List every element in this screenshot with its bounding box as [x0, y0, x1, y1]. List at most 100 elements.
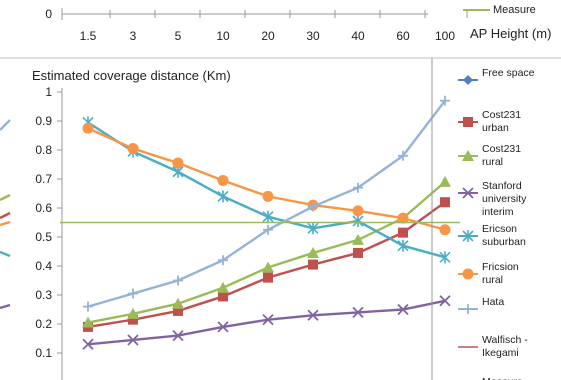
y-tick-label: 0.2 — [35, 317, 52, 331]
data-point — [440, 197, 450, 208]
data-point — [308, 259, 318, 270]
top-strip-zero-label: 0 — [45, 7, 52, 21]
data-point — [173, 275, 183, 286]
data-point — [82, 122, 94, 134]
data-point — [307, 222, 319, 235]
y-tick-label: 0.4 — [35, 259, 52, 273]
top-strip-tick-label: 20 — [261, 29, 275, 43]
top-strip-axis-title: AP Height (m) — [470, 26, 551, 41]
data-point — [439, 224, 451, 236]
data-point — [262, 261, 274, 273]
legend-label-line: interim — [482, 206, 514, 218]
data-point — [263, 272, 273, 283]
clipped-line-fragment — [0, 220, 11, 227]
y-tick-label: 0.7 — [35, 172, 52, 186]
legend-label-line: urban — [482, 122, 509, 134]
legend-item-measure-clipped: Measure — [482, 376, 523, 380]
data-point — [439, 175, 451, 187]
legend-label: Stanford university interim — [482, 180, 527, 218]
legend-label: Measure — [482, 376, 523, 380]
data-point — [127, 307, 139, 319]
series-ericson-suburban — [82, 116, 451, 264]
legend-label: Fricsion rural — [482, 261, 519, 286]
data-point — [262, 210, 274, 223]
y-tick-label: 0.8 — [35, 143, 52, 157]
legend-item: Cost231 rural — [458, 143, 521, 168]
data-point — [352, 306, 364, 319]
data-point — [352, 205, 364, 217]
legend-item: Stanford university interim — [458, 180, 527, 218]
legend-label-line: Cost231 — [482, 109, 521, 121]
top-strip-tick-label: 60 — [396, 29, 410, 43]
data-point — [83, 301, 93, 312]
data-point — [397, 303, 409, 316]
top-strip-tick-label: 40 — [351, 29, 365, 43]
series-hata — [83, 95, 450, 312]
top-strip: 0 1.5 3 5 10 20 30 40 60 100 AP Height (m) Measu… — [0, 4, 561, 59]
series-layer — [0, 95, 460, 350]
data-point — [439, 295, 451, 307]
data-point — [217, 174, 229, 186]
data-point — [463, 75, 473, 85]
legend-label-line: Free space — [482, 67, 535, 79]
data-point — [128, 288, 138, 299]
legend-label: Cost231 urban — [482, 109, 521, 134]
legend-label-line: Hata — [482, 296, 504, 308]
series-line — [87, 180, 446, 324]
top-strip-ticks: 1.5 3 5 10 20 30 40 60 100 — [80, 10, 468, 43]
data-point — [353, 182, 363, 193]
data-point — [218, 255, 228, 266]
legend-label-line: rural — [482, 156, 503, 168]
legend-item: Ericson suburban — [458, 223, 526, 248]
legend-label: Ericson suburban — [482, 223, 526, 248]
data-point — [439, 251, 451, 264]
top-strip-tick-label: 1.5 — [80, 29, 97, 43]
data-point — [307, 246, 319, 258]
clipped-line-fragment — [0, 250, 11, 258]
legend-label-line: suburban — [482, 236, 526, 248]
data-point — [440, 95, 450, 106]
data-point — [263, 224, 273, 235]
legend-label: Walfisch -Ikegami — [482, 334, 528, 359]
data-point — [172, 157, 184, 169]
clipped-line-fragment — [0, 303, 11, 310]
data-point — [127, 143, 139, 155]
legend-label: Cost231 rural — [482, 143, 521, 168]
y-tick-label: 1 — [45, 85, 52, 99]
legend-label-line: university — [482, 193, 527, 205]
clipped-line-fragment — [0, 193, 11, 202]
y-axis: 1 0.9 0.8 0.7 0.6 0.5 0.4 0.3 0.2 0.1 — [35, 85, 63, 380]
top-strip-tick-label: 100 — [435, 29, 455, 43]
data-point — [463, 117, 473, 127]
series-line — [87, 299, 446, 346]
y-tick-label: 0.3 — [35, 288, 52, 302]
data-point — [462, 230, 474, 242]
y-tick-label: 0.5 — [35, 230, 52, 244]
data-point — [462, 150, 474, 161]
legend-label-line: Ikegami — [482, 347, 519, 359]
data-point — [462, 268, 474, 280]
data-point — [82, 316, 94, 328]
data-point — [218, 291, 228, 302]
legend-item: Cost231 urban — [458, 109, 521, 134]
data-point — [398, 150, 408, 161]
data-point — [217, 281, 229, 293]
top-strip-tick-label: 3 — [130, 29, 137, 43]
legend-label: Free space — [482, 67, 535, 79]
data-point — [352, 215, 364, 228]
data-point — [397, 239, 409, 252]
legend-label-line: rural — [482, 274, 503, 286]
data-point — [217, 190, 229, 203]
y-axis-title: Estimated coverage distance (Km) — [32, 68, 231, 83]
top-strip-tick-label: 30 — [306, 29, 320, 43]
data-point — [173, 305, 183, 316]
legend-label-line: Cost231 — [482, 143, 521, 155]
clipped-line-fragment — [0, 211, 11, 220]
clipped-left-fragments — [0, 119, 11, 310]
legend-label: Hata — [482, 296, 504, 308]
legend-label-line: Stanford — [482, 180, 522, 192]
data-point — [128, 314, 138, 325]
data-point — [172, 329, 184, 342]
data-point — [82, 338, 94, 350]
data-point — [398, 227, 408, 238]
